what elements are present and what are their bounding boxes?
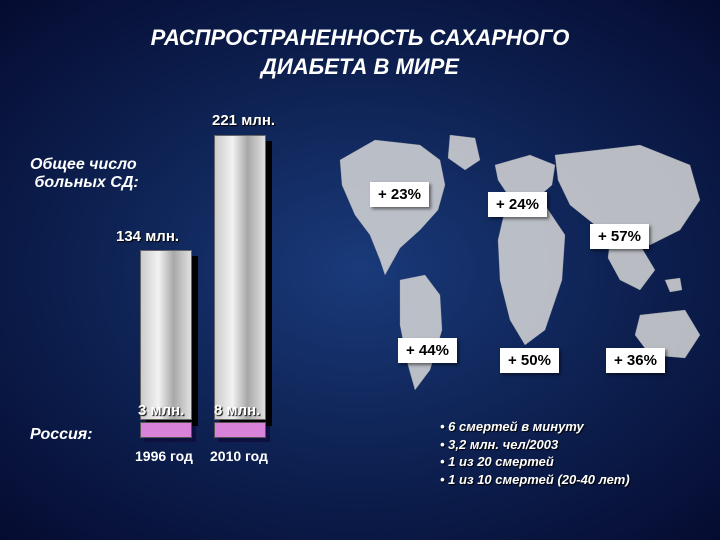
- russia-value-1: 8 млн.: [214, 402, 260, 419]
- russia-box-1: [214, 422, 266, 438]
- year-label-1: 2010 год: [210, 448, 268, 464]
- russia-value-0: 3 млн.: [138, 402, 184, 419]
- title-line1: РАСПРОСТРАНЕННОСТЬ САХАРНОГО: [151, 25, 570, 50]
- russia-box-0: [140, 422, 192, 438]
- bullet-list: • 6 смертей в минуту • 3,2 млн. чел/2003…: [440, 418, 630, 488]
- title-line2: ДИАБЕТА В МИРЕ: [261, 54, 459, 79]
- world-value-0: 134 млн.: [116, 228, 179, 245]
- world-value-1: 221 млн.: [212, 112, 275, 129]
- pct-box-0: + 23%: [370, 182, 429, 207]
- pct-box-4: + 50%: [500, 348, 559, 373]
- total-patients-label: Общее число больных СД:: [30, 156, 139, 192]
- world-bar-0: [140, 250, 192, 420]
- bullet-1: • 3,2 млн. чел/2003: [440, 436, 630, 454]
- pct-box-1: + 24%: [488, 192, 547, 217]
- russia-label: Россия:: [30, 426, 93, 444]
- pct-box-3: + 44%: [398, 338, 457, 363]
- world-bar-1: [214, 135, 266, 420]
- bullet-3: • 1 из 10 смертей (20-40 лет): [440, 471, 630, 489]
- bullet-2: • 1 из 20 смертей: [440, 453, 630, 471]
- pct-box-2: + 57%: [590, 224, 649, 249]
- page-title: РАСПРОСТРАНЕННОСТЬ САХАРНОГО ДИАБЕТА В М…: [0, 24, 720, 81]
- bullet-0: • 6 смертей в минуту: [440, 418, 630, 436]
- pct-box-5: + 36%: [606, 348, 665, 373]
- year-label-0: 1996 год: [135, 448, 193, 464]
